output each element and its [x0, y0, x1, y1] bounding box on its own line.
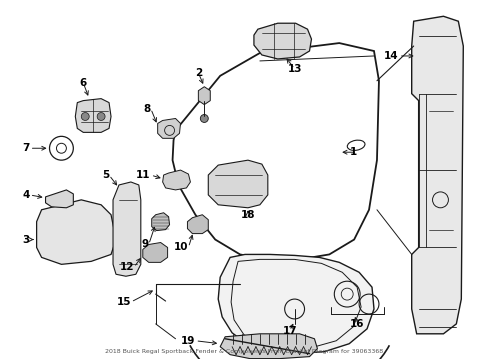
Text: 12: 12: [119, 262, 134, 272]
Text: 11: 11: [136, 170, 150, 180]
Polygon shape: [113, 182, 141, 276]
Polygon shape: [163, 170, 190, 190]
Text: 6: 6: [80, 78, 87, 88]
Polygon shape: [37, 200, 116, 264]
Polygon shape: [220, 334, 317, 359]
Text: 5: 5: [102, 170, 109, 180]
Text: 2: 2: [194, 68, 202, 78]
Text: 16: 16: [349, 319, 364, 329]
Text: 18: 18: [240, 210, 255, 220]
Text: 8: 8: [143, 104, 150, 113]
Text: 9: 9: [142, 239, 148, 249]
Text: 10: 10: [174, 243, 188, 252]
Text: 1: 1: [349, 147, 356, 157]
Text: 15: 15: [116, 297, 131, 307]
Polygon shape: [142, 243, 167, 262]
Text: 3: 3: [22, 234, 30, 244]
Polygon shape: [218, 255, 373, 354]
Polygon shape: [208, 160, 267, 208]
Polygon shape: [198, 87, 210, 105]
Text: 13: 13: [287, 64, 301, 74]
Text: 19: 19: [181, 336, 195, 346]
Polygon shape: [187, 215, 208, 234]
Circle shape: [81, 113, 89, 121]
Polygon shape: [151, 213, 169, 231]
Circle shape: [97, 113, 105, 121]
Polygon shape: [157, 118, 180, 138]
Polygon shape: [45, 190, 73, 208]
Text: 17: 17: [282, 326, 296, 336]
Polygon shape: [253, 23, 311, 59]
Text: 14: 14: [384, 51, 398, 61]
Text: 7: 7: [22, 143, 30, 153]
Polygon shape: [411, 16, 462, 334]
Circle shape: [200, 114, 208, 122]
Text: 4: 4: [22, 190, 30, 200]
Text: 2018 Buick Regal Sportback Fender & Components Front Bracket Diagram for 3906336: 2018 Buick Regal Sportback Fender & Comp…: [105, 348, 383, 354]
Polygon shape: [75, 99, 111, 132]
